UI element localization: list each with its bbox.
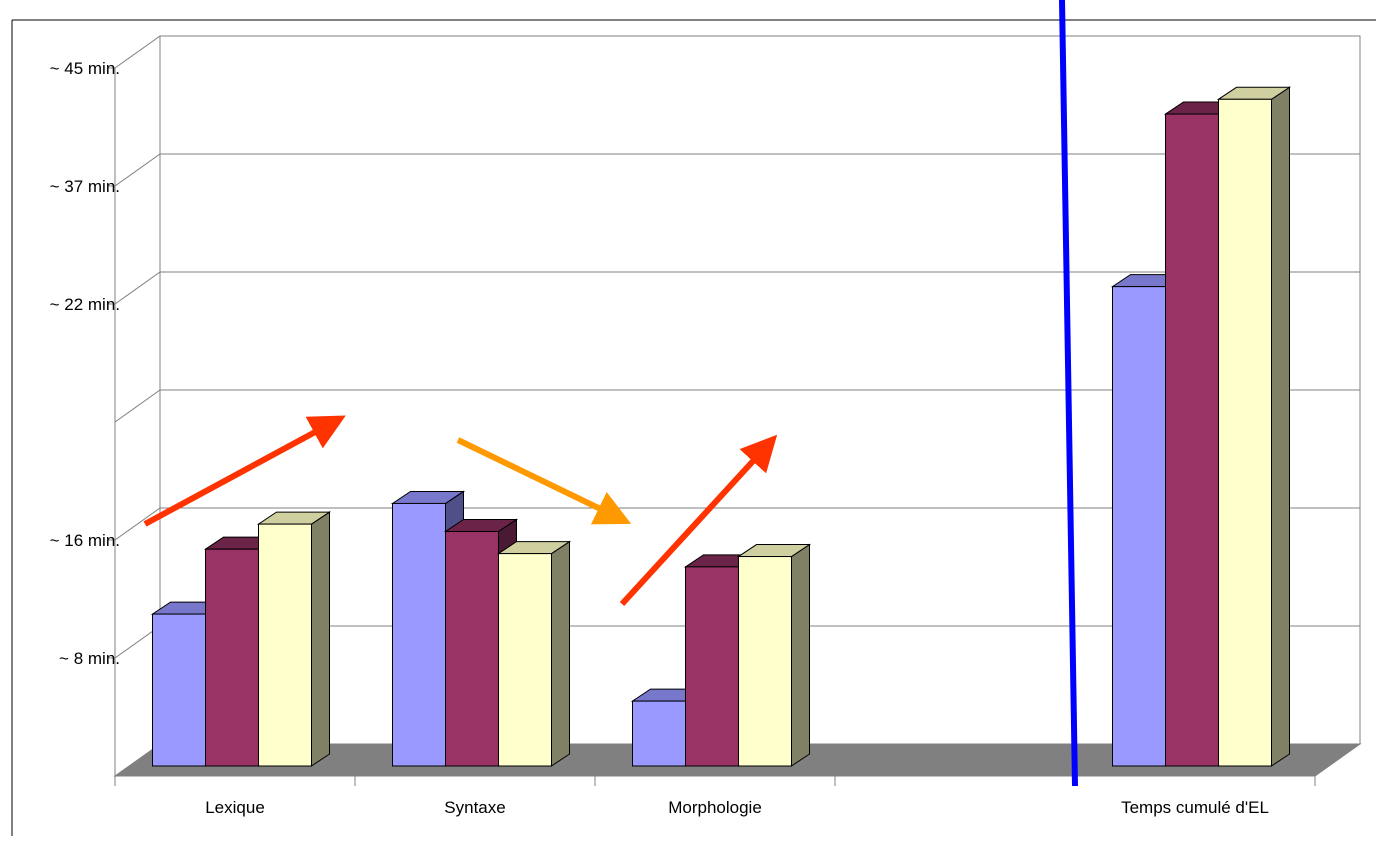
- trend-up-arrow-lexique: [143, 415, 346, 527]
- x-tick-label: Lexique: [205, 798, 265, 817]
- bar-front: [258, 523, 312, 767]
- bar-front: [205, 548, 259, 767]
- bar-side: [551, 540, 570, 767]
- separator-line: [1059, 0, 1078, 787]
- bar-front: [1218, 98, 1272, 767]
- bar-front: [1165, 113, 1219, 767]
- bar: [736, 543, 812, 767]
- bar: [256, 511, 332, 767]
- annotations: [143, 0, 1078, 787]
- bar: [1216, 86, 1292, 767]
- bar-front: [152, 613, 206, 767]
- bar: [496, 540, 572, 767]
- bar-side: [791, 543, 810, 767]
- y-tick-label: ~ 37 min.: [50, 177, 120, 196]
- trend-up-arrow-morphologie: [619, 434, 778, 607]
- x-tick-labels: Lexique Syntaxe Morphologie Temps cumulé d'…: [205, 798, 1269, 817]
- y-tick-label: ~ 8 min.: [59, 649, 120, 668]
- bar-side: [311, 511, 330, 767]
- chart-frame-lines: [11, 19, 1376, 836]
- x-tick-label: Temps cumulé d'EL: [1121, 798, 1269, 817]
- bar-front: [632, 700, 686, 767]
- x-tick-label: Morphologie: [668, 798, 762, 817]
- trend-down-arrow-syntaxe: [456, 437, 632, 525]
- y-tick-label: ~ 16 min.: [50, 531, 120, 550]
- bar-side: [1271, 86, 1290, 767]
- bar-front: [445, 530, 499, 767]
- bar-front: [685, 566, 739, 767]
- bar-front: [392, 502, 446, 767]
- bar-front: [1112, 286, 1166, 767]
- bar-front: [738, 556, 792, 767]
- y-tick-label: ~ 45 min.: [50, 59, 120, 78]
- bar-front: [498, 553, 552, 767]
- y-tick-label: ~ 22 min.: [50, 295, 120, 314]
- bars: [150, 86, 1292, 767]
- y-tick-labels: ~ 8 min. ~ 16 min. ~ 22 min. ~ 37 min. ~ 45 …: [50, 59, 120, 668]
- x-tick-label: Syntaxe: [444, 798, 505, 817]
